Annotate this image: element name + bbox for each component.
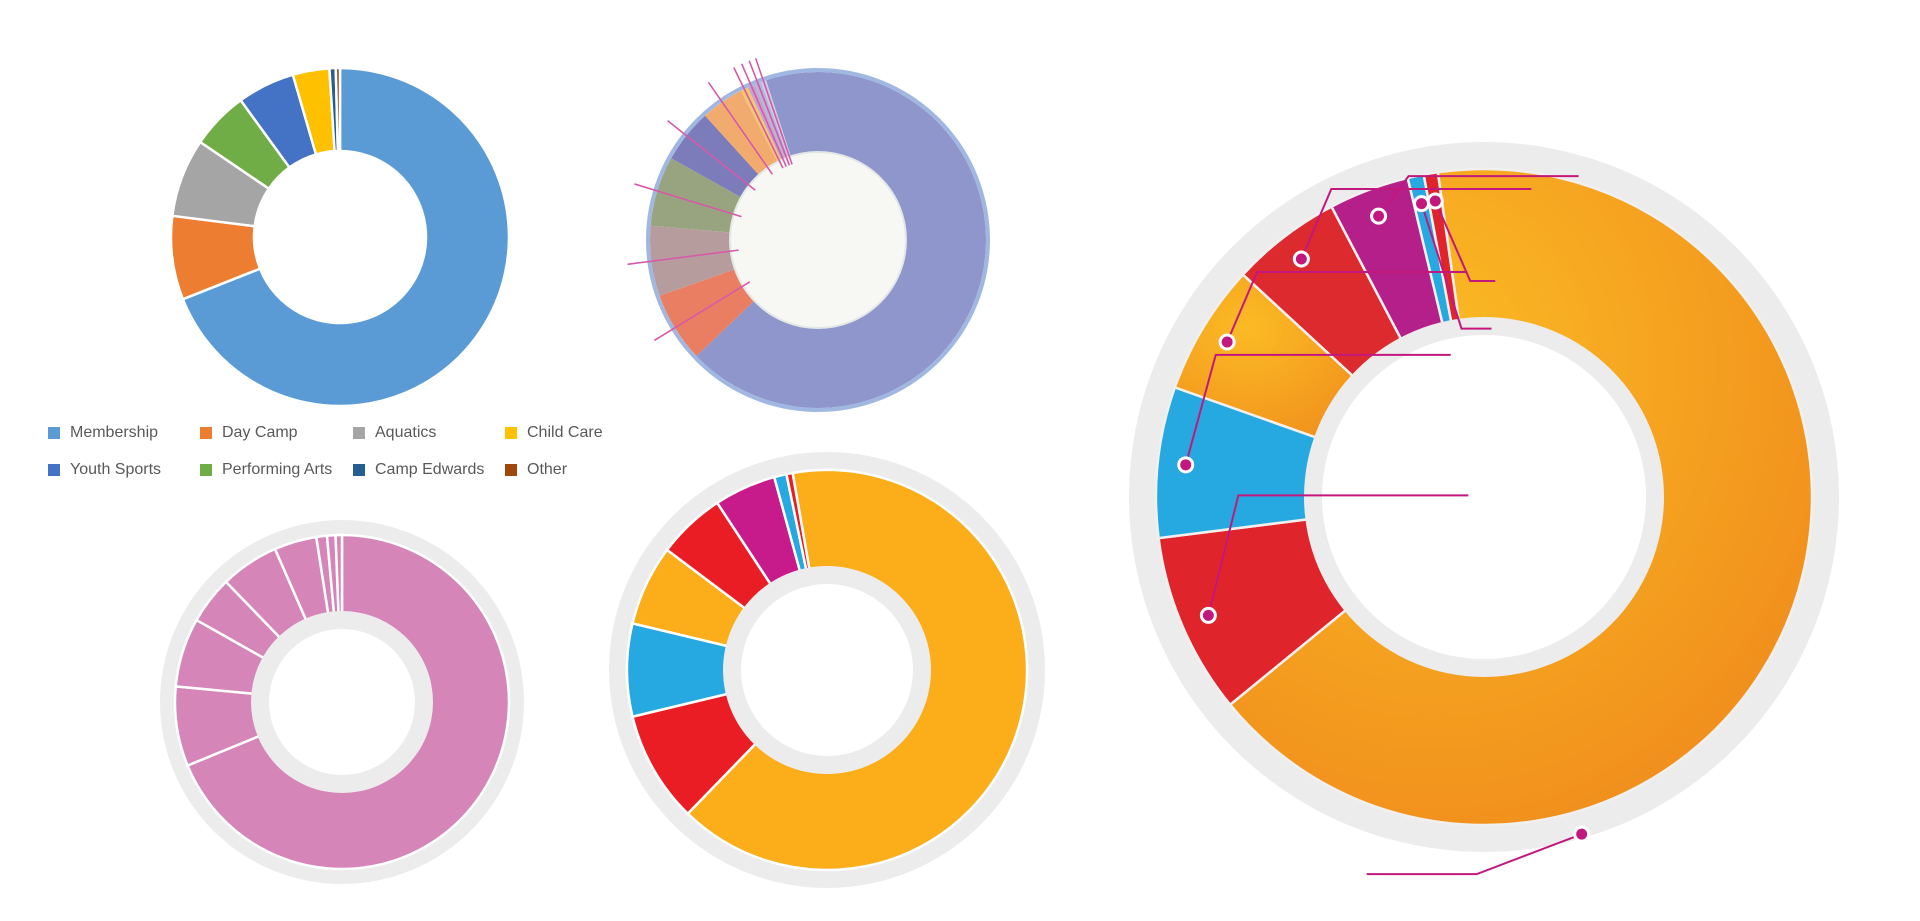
legend-swatch	[353, 464, 365, 476]
callout-line	[1366, 833, 1583, 876]
outer-outline	[646, 68, 990, 412]
legend-swatch	[200, 464, 212, 476]
donut-chart-5	[1129, 142, 1839, 876]
legend-item: Youth Sports	[48, 461, 161, 479]
callout-line	[1207, 494, 1469, 616]
legend-label: Camp Edwards	[375, 461, 485, 478]
legend-label: Child Care	[527, 424, 603, 441]
leader-line	[653, 281, 751, 342]
legend-swatch	[48, 427, 60, 439]
callout-dot	[1199, 606, 1217, 624]
callout-line	[1300, 188, 1532, 260]
legend-item: Aquatics	[353, 424, 436, 442]
legend-item: Performing Arts	[200, 461, 332, 479]
legend-label: Other	[527, 461, 568, 478]
leader-line	[627, 249, 739, 266]
slice-4	[650, 158, 742, 233]
slice-3	[650, 225, 735, 296]
legend-swatch	[505, 464, 517, 476]
donut-chart-3	[160, 520, 524, 884]
leader-line	[740, 63, 787, 167]
callout-dot	[1370, 207, 1388, 225]
slice-5	[671, 115, 759, 198]
donut-chart-2	[627, 58, 990, 412]
slice-2	[659, 269, 755, 356]
legend-label: Youth Sports	[70, 461, 162, 478]
leader-line	[733, 67, 784, 169]
callout-dot	[1573, 825, 1591, 843]
donut-hole	[1322, 335, 1646, 659]
legend-item: Day Camp	[200, 424, 298, 442]
callout-line	[1434, 200, 1496, 282]
leader-line	[707, 81, 774, 175]
donut-hole	[741, 584, 913, 756]
callout-line	[1184, 353, 1451, 466]
slice-membership	[181, 66, 511, 408]
legend-swatch	[48, 464, 60, 476]
slice-1	[696, 72, 986, 409]
legend-item: Other	[505, 461, 567, 479]
slice-6	[705, 90, 778, 175]
legend-swatch	[200, 427, 212, 439]
legend-item: Camp Edwards	[353, 461, 484, 479]
legend-label: Day Camp	[222, 424, 298, 441]
callout-line	[1226, 271, 1468, 343]
legend-label: Performing Arts	[222, 461, 333, 478]
slice-other	[334, 66, 342, 153]
legend-label: Membership	[70, 424, 159, 441]
callout-line	[1377, 175, 1579, 217]
leader-line	[634, 183, 742, 218]
leader-line	[667, 120, 756, 191]
donut-chart-4	[609, 452, 1045, 888]
legend-swatch	[505, 427, 517, 439]
legend-item: Membership	[48, 424, 158, 442]
donut-hole	[269, 629, 415, 775]
callout-dot	[1218, 333, 1236, 351]
callout-dot	[1292, 250, 1310, 268]
donut-hole	[729, 151, 907, 329]
legend-item: Child Care	[505, 424, 603, 442]
leader-line	[754, 58, 793, 165]
callout-line	[1420, 203, 1492, 330]
donut-chart-1	[169, 66, 511, 408]
legend-swatch	[353, 427, 365, 439]
callout-dot	[1413, 195, 1431, 213]
leader-line	[748, 60, 791, 166]
callout-dot	[1177, 456, 1195, 474]
callout-dot	[1426, 192, 1444, 210]
legend-label: Aquatics	[375, 424, 437, 441]
